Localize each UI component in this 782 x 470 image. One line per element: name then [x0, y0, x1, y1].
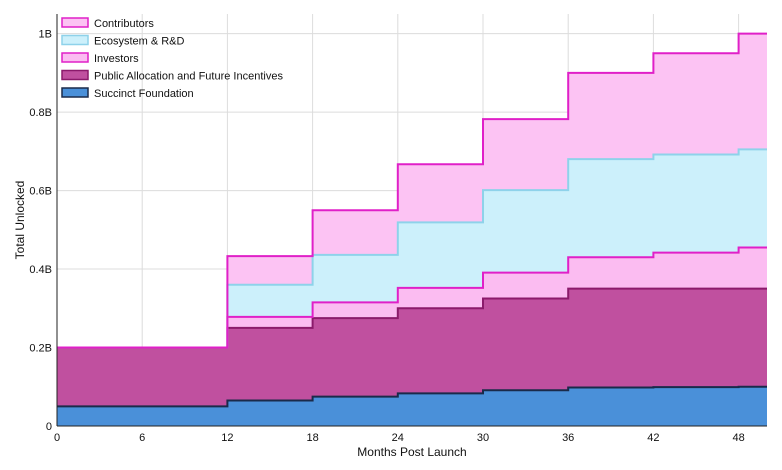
legend-item-contributors: Contributors [61, 17, 154, 30]
stacked-areas [57, 33, 767, 426]
area-contributors [57, 33, 767, 348]
area-succinct-foundation [57, 386, 767, 426]
legend-label: Ecosystem & R&D [94, 36, 185, 48]
x-tick-label: 24 [392, 432, 404, 444]
legend-label: Contributors [94, 18, 154, 30]
legend-swatch [61, 52, 89, 63]
area-public-allocation-and-future-incentives [57, 288, 767, 407]
x-tick-label: 36 [562, 432, 574, 444]
legend-label: Public Allocation and Future Incentives [94, 71, 283, 83]
line-ecosystem-r-d [57, 148, 767, 349]
legend-swatch [61, 69, 89, 81]
legend-swatch [61, 17, 89, 28]
legend: Contributors Ecosystem & R&D Investors Publ… [61, 17, 283, 100]
x-tick-label: 12 [221, 432, 233, 444]
y-tick-label: 0.2B [29, 343, 52, 355]
y-tick-label: 0.6B [29, 186, 52, 198]
legend-item-public-allocation-and-future-incentives: Public Allocation and Future Incentives [61, 69, 283, 83]
area-investors [57, 247, 767, 348]
x-tick-labels: 0 6 12 18 24 30 36 42 48 [54, 432, 745, 444]
x-tick-label: 18 [306, 432, 318, 444]
y-tick-label: 1B [39, 29, 52, 41]
line-succinct-foundation [57, 385, 767, 408]
y-tick-label: 0.4B [29, 264, 52, 276]
x-tick-label: 42 [647, 432, 659, 444]
y-tick-label: 0.8B [29, 107, 52, 119]
x-tick-label: 48 [732, 432, 744, 444]
y-tick-label: 0 [46, 421, 52, 433]
x-axis-title: Months Post Launch [357, 445, 466, 459]
y-tick-labels: 0 0.2B 0.4B 0.6B 0.8B 1B [29, 29, 52, 433]
axes [56, 14, 767, 427]
legend-item-succinct-foundation: Succinct Foundation [61, 87, 194, 100]
series-lines [57, 32, 767, 408]
legend-item-investors: Investors [61, 52, 139, 65]
y-axis-title: Total Unlocked [13, 181, 27, 260]
x-tick-label: 30 [477, 432, 489, 444]
legend-label: Investors [94, 53, 139, 65]
x-tick-label: 6 [139, 432, 145, 444]
legend-label: Succinct Foundation [94, 88, 194, 100]
legend-swatch [61, 87, 89, 98]
area-ecosystem-r-d [57, 149, 767, 348]
legend-swatch [61, 34, 89, 46]
line-public-allocation-and-future-incentives [57, 287, 767, 349]
x-tick-label: 0 [54, 432, 60, 444]
line-investors [57, 246, 767, 349]
legend-item-ecosystem-r-d: Ecosystem & R&D [61, 34, 185, 48]
line-contributors [57, 32, 767, 349]
